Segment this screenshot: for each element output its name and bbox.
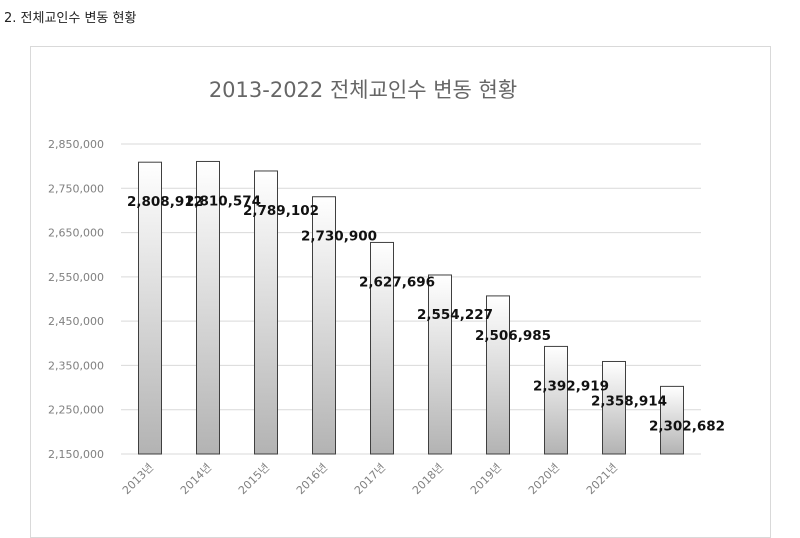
y-tick-label: 2,450,000: [48, 315, 104, 328]
y-tick-label: 2,150,000: [48, 448, 104, 461]
y-tick-label: 2,550,000: [48, 271, 104, 284]
x-tick-label: 2020년: [526, 461, 562, 497]
data-label: 2,506,985: [475, 328, 551, 344]
x-tick-label: 2019년: [468, 461, 504, 497]
x-tick-label: 2016년: [294, 461, 330, 497]
data-label: 2,810,574: [185, 193, 261, 209]
y-tick-label: 2,650,000: [48, 227, 104, 240]
x-tick-label: 2018년: [410, 461, 446, 497]
x-axis-tick-labels: 2013년 2014년 2015년 2016년 2017년 2018년 2019년 2020년…: [120, 461, 620, 497]
data-label: 2,789,102: [243, 203, 319, 219]
bar: [428, 274, 452, 455]
x-tick-label: 2021년: [584, 461, 620, 497]
bar: [660, 385, 684, 455]
data-label: 2,392,919: [533, 378, 609, 394]
data-label: 2,554,227: [417, 307, 493, 323]
y-axis-tick-labels: 2,150,000 2,250,000 2,350,000 2,450,000 2,55…: [48, 138, 104, 461]
x-tick-label: 2015년: [236, 461, 272, 497]
chart-title: 2013-2022 전체교인수 변동 현황: [209, 78, 517, 102]
bar: [602, 360, 626, 455]
x-tick-label: 2017년: [352, 461, 388, 497]
bar: [196, 160, 220, 455]
y-tick-label: 2,250,000: [48, 404, 104, 417]
data-label: 2,627,696: [359, 274, 435, 290]
bar-chart: 2013-2022 전체교인수 변동 현황 2,150,000 2,250,000…: [48, 78, 725, 497]
x-tick-label: 2013년: [120, 461, 156, 497]
bars: [138, 160, 684, 455]
data-label: 2,302,682: [649, 418, 725, 434]
y-tick-label: 2,750,000: [48, 182, 104, 195]
bar: [486, 295, 510, 455]
data-label: 2,808,912: [127, 194, 203, 210]
bar: [254, 170, 278, 455]
bar: [370, 241, 394, 455]
y-tick-label: 2,350,000: [48, 359, 104, 372]
section-heading: 2. 전체교인수 변동 현황: [4, 11, 137, 26]
data-label: 2,730,900: [301, 229, 377, 245]
bar: [544, 345, 568, 455]
y-tick-label: 2,850,000: [48, 138, 104, 151]
chart-container: 2013-2022 전체교인수 변동 현황 2,150,000 2,250,000…: [30, 46, 771, 538]
x-tick-label: 2014년: [178, 461, 214, 497]
bar: [138, 161, 162, 455]
data-label: 2,358,914: [591, 393, 667, 409]
bar: [312, 196, 336, 455]
